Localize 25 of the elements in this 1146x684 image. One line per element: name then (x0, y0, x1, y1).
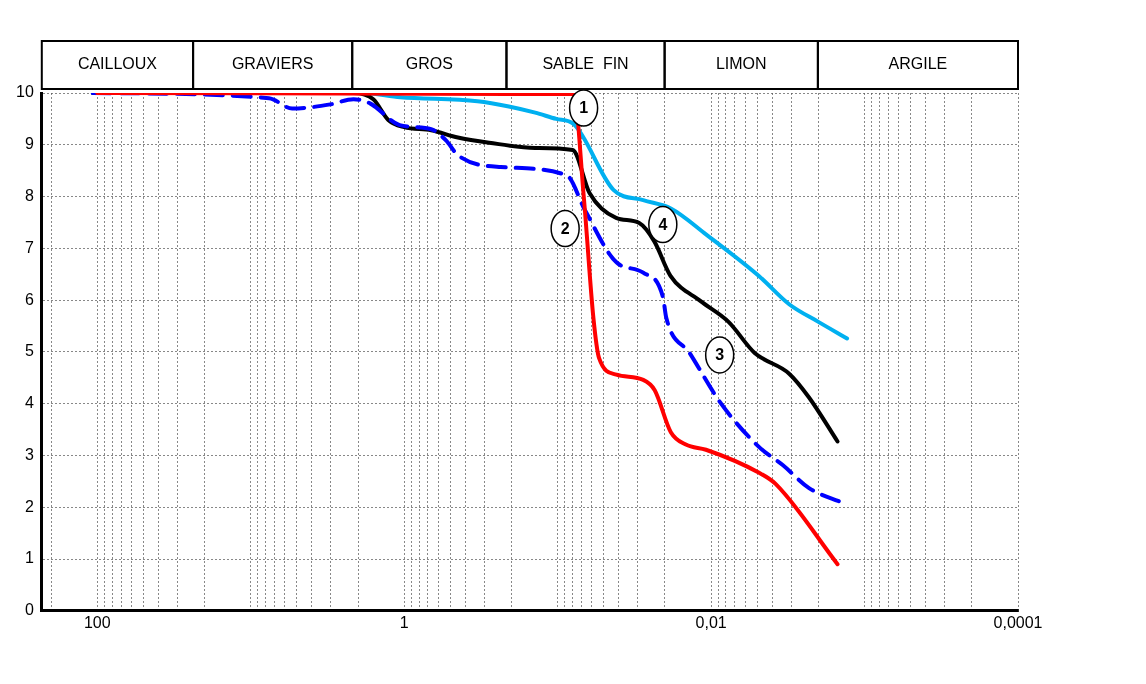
y-tick-label: 1 (24, 549, 34, 567)
x-tick-label: 0,0001 (993, 613, 1043, 631)
x-tick-label: 0,01 (695, 613, 727, 631)
series-label: 3 (715, 346, 725, 364)
x-tick-label: 100 (83, 613, 111, 631)
text: CAILLOUX (77, 55, 158, 73)
series-label: 2 (560, 219, 570, 237)
text: LIMON (715, 55, 767, 73)
series-label: 1 (579, 99, 589, 117)
y-tick-label: 6 (24, 290, 34, 308)
y-tick-label: 9 (24, 135, 34, 153)
y-tick-label: 4 (24, 394, 34, 412)
y-tick-label: 3 (24, 445, 34, 463)
y-tick-label: 10 (16, 83, 34, 101)
y-tick-label: 7 (24, 238, 34, 256)
x-tick-label: 1 (399, 613, 409, 631)
text: GROS (405, 55, 453, 73)
y-tick-label: 8 (24, 186, 34, 204)
text: GRAVIERS (231, 55, 314, 73)
y-tick-label: 5 (24, 342, 34, 360)
y-tick-label: 0 (24, 601, 34, 619)
series-label: 4 (658, 215, 668, 233)
y-tick-label: 2 (24, 497, 34, 515)
text: SABLE FIN (542, 55, 629, 73)
text: ARGILE (888, 55, 948, 73)
